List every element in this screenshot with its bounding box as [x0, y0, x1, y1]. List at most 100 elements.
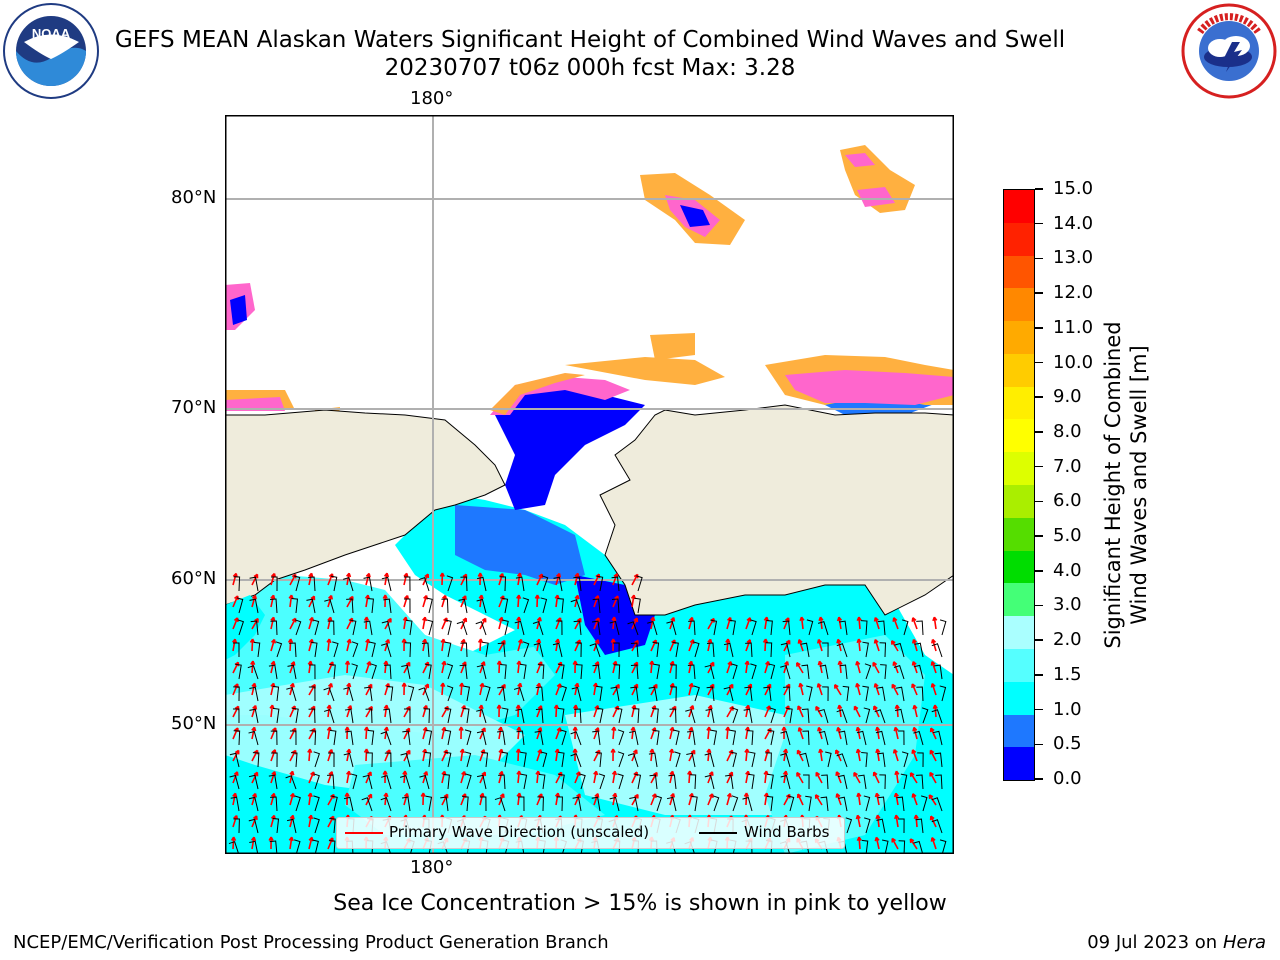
wave-arrow-head	[728, 683, 734, 689]
wind-barb	[767, 729, 775, 746]
wave-direction-arrow	[911, 683, 918, 696]
wind-barb	[540, 751, 548, 768]
wind-barb	[704, 774, 715, 790]
wave-direction-arrow	[479, 793, 484, 806]
wave-direction-arrow	[593, 727, 599, 740]
wave-arrow-head	[893, 726, 899, 732]
wave-arrow-head	[909, 838, 915, 844]
wave-arrow-head	[573, 704, 579, 709]
wave-direction-arrow	[327, 704, 331, 718]
wave-arrow-head	[230, 836, 237, 841]
wave-arrow-head	[633, 683, 639, 689]
wave-arrow-head	[517, 682, 523, 688]
wave-direction-arrow	[327, 595, 333, 608]
wind-barb	[229, 752, 240, 768]
wave-arrow-head	[479, 682, 485, 688]
wave-arrow-head	[290, 661, 296, 666]
wind-barb	[648, 752, 658, 768]
wind-barb	[233, 576, 241, 592]
wave-arrow-head	[271, 771, 277, 776]
wind-barb	[723, 686, 734, 702]
wind-barb	[782, 620, 791, 636]
wave-direction-arrow	[783, 617, 790, 630]
wave-arrow-head	[817, 660, 823, 666]
wind-barb	[613, 642, 620, 658]
wave-direction-arrow	[422, 749, 427, 762]
wave-arrow-head	[251, 726, 257, 732]
wind-barb	[426, 619, 434, 636]
wave-direction-arrow	[650, 639, 657, 652]
wind-barb	[249, 576, 259, 592]
wave-direction-arrow	[498, 640, 506, 652]
wave-direction-arrow	[232, 683, 239, 696]
wind-barb	[706, 642, 715, 658]
wind-barb	[799, 752, 810, 768]
wave-arrow-head	[231, 638, 238, 644]
wind-barb	[418, 687, 430, 702]
wind-barb	[330, 575, 338, 592]
wave-arrow-head	[706, 748, 712, 754]
wave-direction-arrow	[308, 617, 314, 630]
wind-barb	[323, 687, 335, 702]
wind-barb	[272, 817, 280, 834]
wind-barb	[629, 796, 639, 812]
wave-direction-arrow	[669, 639, 676, 652]
wind-barb	[232, 708, 240, 724]
wind-barb	[653, 663, 660, 680]
wave-arrow-head	[891, 837, 897, 843]
wind-barb	[476, 774, 487, 790]
wave-arrow-head	[930, 661, 936, 666]
wind-barb	[346, 598, 354, 614]
wave-direction-arrow	[593, 617, 600, 630]
wind-barb	[369, 641, 376, 658]
wave-direction-arrow	[895, 815, 899, 828]
wind-barb	[896, 796, 905, 812]
wave-arrow-head	[441, 660, 447, 666]
wave-arrow-head	[385, 638, 391, 644]
wave-arrow-head	[818, 748, 824, 754]
colorbar-tick-mark	[1035, 188, 1043, 190]
wind-barb	[249, 708, 259, 724]
wave-arrow-head	[797, 727, 803, 732]
wind-barb	[805, 795, 812, 812]
wave-direction-arrow	[688, 661, 693, 674]
wave-direction-arrow	[836, 793, 842, 806]
wave-direction-arrow	[797, 705, 804, 718]
wave-arrow-head	[458, 726, 464, 731]
wave-arrow-head	[252, 792, 258, 798]
legend-wave-swatch	[345, 832, 383, 834]
wind-barb	[425, 663, 432, 680]
wave-arrow-head	[383, 660, 389, 666]
wind-barb	[313, 773, 320, 790]
wind-barb	[366, 752, 373, 768]
wave-arrow-head	[930, 837, 936, 842]
wind-barb	[864, 663, 872, 680]
wind-barb	[592, 664, 601, 680]
wind-barb	[343, 752, 354, 768]
wave-direction-arrow	[232, 617, 239, 630]
legend-barb-swatch	[699, 832, 737, 834]
wind-barb	[329, 729, 337, 746]
wave-direction-arrow	[688, 770, 691, 784]
wave-direction-arrow	[874, 683, 880, 696]
wind-barb	[861, 752, 868, 768]
wave-arrow-head	[346, 572, 352, 578]
wind-barb	[270, 796, 278, 812]
lat-label-60: 60°N	[171, 568, 217, 589]
wave-direction-arrow	[365, 771, 372, 784]
wave-direction-arrow	[650, 793, 657, 806]
wave-direction-arrow	[631, 595, 635, 608]
footer-date-text: 09 Jul 2023 on	[1087, 932, 1223, 953]
wave-arrow-head	[461, 595, 467, 600]
wave-direction-arrow	[688, 749, 696, 762]
wave-direction-arrow	[669, 705, 677, 718]
wind-barb	[313, 817, 320, 834]
wave-direction-arrow	[422, 727, 427, 740]
wave-arrow-head	[554, 792, 561, 798]
wind-barb	[836, 709, 848, 724]
wind-barb	[286, 818, 297, 834]
wind-barb	[349, 619, 357, 636]
wind-barb	[553, 576, 563, 592]
wind-barb	[821, 774, 829, 790]
wave-arrow-head	[405, 661, 411, 667]
